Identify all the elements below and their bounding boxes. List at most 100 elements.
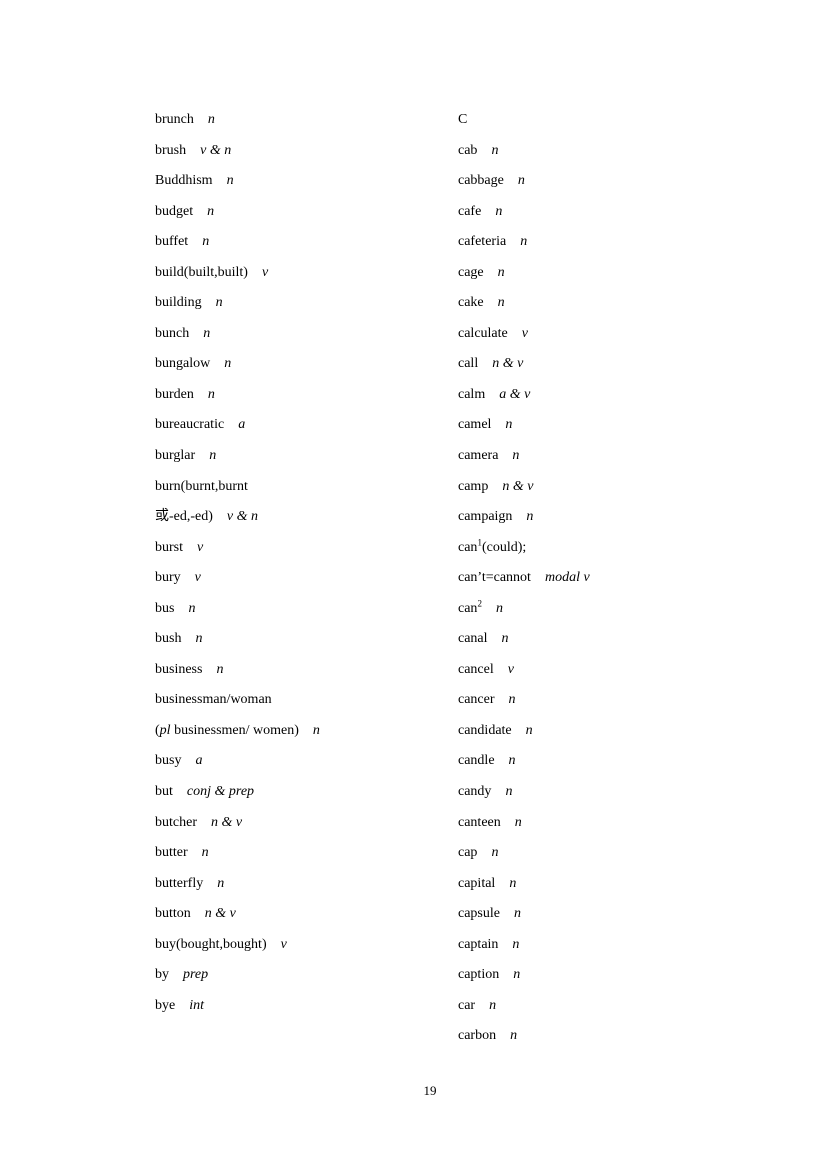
part-of-speech: n: [224, 356, 232, 372]
entry-word: canal: [458, 631, 488, 647]
entry-word: burst: [155, 539, 183, 555]
part-of-speech: n: [513, 906, 521, 922]
part-of-speech: n: [491, 142, 499, 158]
entry-word: carbon: [458, 1028, 497, 1044]
vocabulary-entry: camel n: [458, 417, 590, 448]
part-of-speech: n: [517, 173, 525, 189]
part-of-speech: v: [261, 264, 269, 280]
entry-word: C: [458, 112, 468, 127]
entry-word: by: [155, 967, 169, 983]
vocabulary-entry: 或-ed,-ed) v & n: [155, 509, 320, 540]
part-of-speech: n: [207, 386, 215, 402]
part-of-speech: n: [491, 845, 499, 861]
vocabulary-entry: caption n: [458, 967, 590, 998]
entry-word: can: [458, 600, 478, 616]
vocabulary-entry: captain n: [458, 937, 590, 968]
entry-word: canteen: [458, 814, 501, 830]
vocabulary-entry: cafeteria n: [458, 234, 590, 265]
vocabulary-entry: bus n: [155, 601, 320, 632]
entry-word: camera: [458, 448, 499, 464]
part-of-speech: n: [215, 295, 223, 311]
part-of-speech: n: [505, 784, 513, 800]
page-number: 19: [423, 1083, 437, 1098]
vocabulary-entry: camera n: [458, 448, 590, 479]
entry-word: but: [155, 784, 173, 800]
part-of-speech: a: [238, 417, 246, 433]
vocabulary-entry: building n: [155, 295, 320, 326]
entry-word: candy: [458, 784, 492, 800]
entry-word: capsule: [458, 906, 500, 922]
vocabulary-entry: cabbage n: [458, 173, 590, 204]
entry-prefix: (: [155, 722, 160, 738]
part-of-speech: n: [510, 1028, 518, 1044]
vocabulary-entry: canal n: [458, 631, 590, 662]
entry-word: campaign: [458, 509, 513, 525]
vocabulary-entry: capsule n: [458, 906, 590, 937]
entry-word: buffet: [155, 234, 189, 250]
entry-word: brush: [155, 142, 187, 158]
vocabulary-entry: canteen n: [458, 815, 590, 846]
entry-word: business: [155, 661, 203, 677]
vocabulary-entry: budget n: [155, 204, 320, 235]
part-of-speech: n & v: [502, 478, 534, 494]
vocabulary-entry: cancer n: [458, 692, 590, 723]
part-of-speech: n: [497, 295, 505, 311]
vocabulary-entry: can2 n: [458, 599, 590, 632]
entry-word: cafe: [458, 203, 482, 219]
entry-word: cancer: [458, 692, 495, 708]
part-of-speech: v: [280, 936, 287, 952]
vocabulary-entry: capital n: [458, 876, 590, 907]
vocabulary-entry: bunch n: [155, 326, 320, 357]
vocabulary-entry: (pl businessmen/ women) n: [155, 723, 320, 754]
entry-word: bungalow: [155, 356, 211, 372]
entry-word: cab: [458, 142, 478, 158]
entry-word: Buddhism: [155, 173, 213, 189]
part-of-speech: n: [512, 448, 520, 464]
entry-word: buy(bought,bought): [155, 936, 267, 952]
entry-word: cake: [458, 295, 484, 311]
part-of-speech: n & v: [210, 814, 243, 830]
entry-word: butterfly: [155, 875, 204, 891]
entry-word: businessmen/ women): [170, 722, 299, 738]
vocabulary-entry: brush v & n: [155, 143, 320, 174]
entry-word: bush: [155, 631, 182, 647]
vocabulary-entry: cage n: [458, 265, 590, 296]
part-of-speech: n: [188, 600, 196, 616]
vocabulary-entry: call n & v: [458, 356, 590, 387]
entry-word: brunch: [155, 112, 194, 127]
part-of-speech: v: [194, 570, 201, 586]
vocabulary-entry: business n: [155, 662, 320, 693]
vocabulary-entry: cake n: [458, 295, 590, 326]
entry-word: captain: [458, 936, 499, 952]
part-of-speech: n: [207, 203, 215, 219]
vocabulary-entry: burglar n: [155, 448, 320, 479]
entry-word: build(built,built): [155, 264, 248, 280]
vocabulary-entry: burst v: [155, 540, 320, 571]
entry-word: car: [458, 997, 476, 1013]
part-of-speech: prep: [183, 967, 209, 983]
part-of-speech: n: [495, 600, 503, 616]
part-of-speech: n: [497, 264, 505, 280]
entry-word: cafeteria: [458, 234, 507, 250]
entry-word: caption: [458, 967, 500, 983]
entry-word: 或-ed,-ed): [155, 509, 213, 525]
vocabulary-entry: campaign n: [458, 509, 590, 540]
vocabulary-entry: candle n: [458, 753, 590, 784]
entry-word: can’t=cannot: [458, 570, 531, 586]
entry-word: camp: [458, 478, 489, 494]
vocabulary-entry: bush n: [155, 631, 320, 662]
vocabulary-entry: but conj & prep: [155, 784, 320, 815]
part-of-speech: n: [512, 936, 520, 952]
entry-word: can: [458, 539, 478, 555]
part-of-speech: n: [195, 631, 203, 647]
entry-word: butcher: [155, 814, 197, 830]
vocabulary-entry: candidate n: [458, 723, 590, 754]
part-of-speech: n: [525, 722, 533, 738]
entry-word: call: [458, 356, 479, 372]
part-of-speech: a: [195, 753, 203, 769]
part-of-speech: n: [312, 722, 320, 738]
entry-word: butter: [155, 845, 188, 861]
vocabulary-entry: bury v: [155, 570, 320, 601]
vocabulary-entry: build(built,built) v: [155, 265, 320, 296]
vocabulary-entry: busy a: [155, 753, 320, 784]
